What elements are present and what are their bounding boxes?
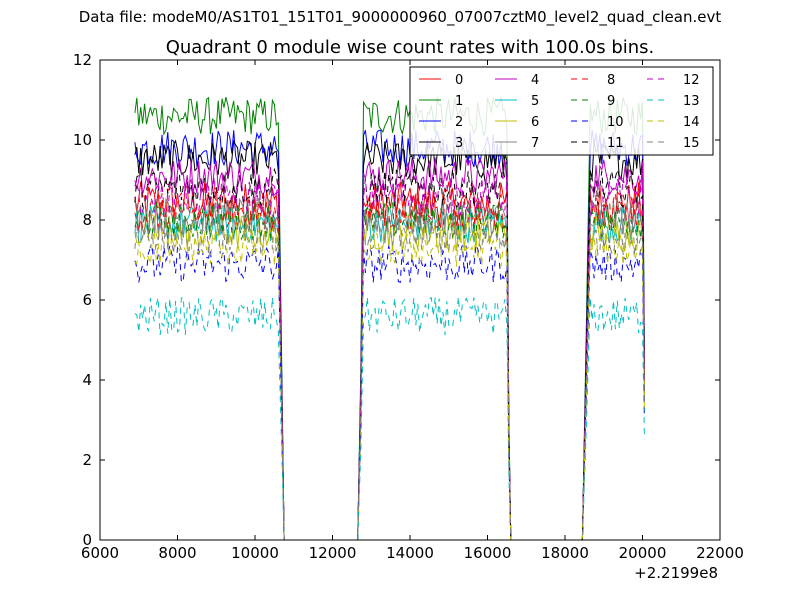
legend-label-7: 7 xyxy=(531,136,539,151)
x-tick-label: 6000 xyxy=(81,544,119,562)
legend-label-0: 0 xyxy=(455,73,463,88)
y-tick-label: 12 xyxy=(73,51,92,69)
x-tick-label: 16000 xyxy=(464,544,512,562)
x-tick-label: 10000 xyxy=(231,544,279,562)
legend-label-5: 5 xyxy=(531,94,539,109)
legend-label-14: 14 xyxy=(683,115,700,130)
chart-title: Quadrant 0 module wise count rates with … xyxy=(165,37,655,58)
legend-label-8: 8 xyxy=(607,73,615,88)
x-tick-label: 20000 xyxy=(619,544,667,562)
legend-label-2: 2 xyxy=(455,115,463,130)
legend-label-13: 13 xyxy=(683,94,700,109)
legend-label-11: 11 xyxy=(607,136,624,151)
legend-label-15: 15 xyxy=(683,136,700,151)
y-tick-label: 4 xyxy=(82,371,92,389)
series-line-14 xyxy=(134,227,645,541)
legend-box xyxy=(409,66,714,156)
legend-label-10: 10 xyxy=(607,115,624,130)
legend-label-6: 6 xyxy=(531,115,539,130)
y-tick-label: 2 xyxy=(82,451,92,469)
y-tick-label: 0 xyxy=(82,531,92,549)
series-layer xyxy=(134,96,645,541)
series-line-9 xyxy=(134,200,645,541)
x-tick-label: 12000 xyxy=(309,544,357,562)
x-tick-label: 18000 xyxy=(541,544,589,562)
legend-label-1: 1 xyxy=(455,94,463,109)
x-offset-label: +2.2199e8 xyxy=(634,564,718,582)
ticks-layer: 6000 8000 10000 12000 14000 16000 18000 20000 22… xyxy=(73,51,744,562)
y-tick-label: 10 xyxy=(73,131,92,149)
x-tick-label: 8000 xyxy=(158,544,196,562)
legend-label-12: 12 xyxy=(683,73,700,88)
series-line-11 xyxy=(134,167,645,541)
x-tick-label: 22000 xyxy=(696,544,744,562)
y-tick-label: 6 xyxy=(82,291,92,309)
data-file-title: Data file: modeM0/AS1T01_151T01_90000009… xyxy=(78,8,722,26)
y-tick-label: 8 xyxy=(82,211,92,229)
legend-label-4: 4 xyxy=(531,73,539,88)
legend-label-3: 3 xyxy=(455,136,463,151)
series-line-2 xyxy=(134,129,645,541)
series-line-13 xyxy=(134,296,645,541)
legend-label-9: 9 xyxy=(607,94,615,109)
x-tick-label: 14000 xyxy=(386,544,434,562)
series-line-10 xyxy=(134,242,645,541)
